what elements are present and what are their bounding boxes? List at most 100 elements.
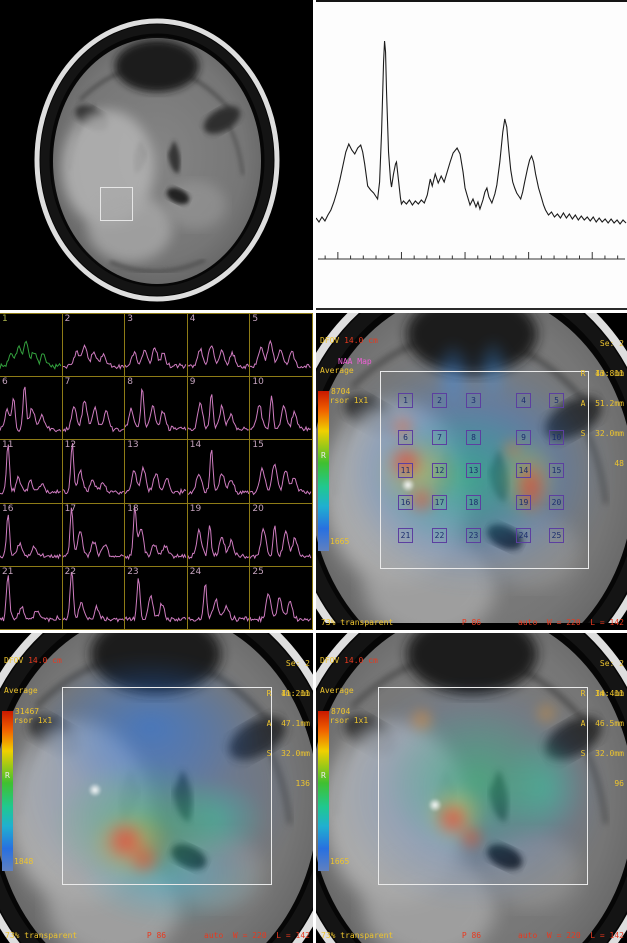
coord-extra: 48 <box>614 459 624 468</box>
series-info: Se: 2 Im: 11 <box>281 639 310 719</box>
orientation-marker-right: R <box>321 771 326 780</box>
mini-spectrum-trace <box>62 571 124 623</box>
voxel-box-3: 3 <box>466 393 481 408</box>
cell-number: 7 <box>64 377 71 388</box>
panel-spectrum <box>316 0 627 310</box>
cell-number: 12 <box>64 440 77 451</box>
coord-s: S 32.0mm <box>580 429 624 438</box>
cursor-coordinates: R 43.8mm A 51.2mm S 32.0mm 48 <box>581 349 624 489</box>
cursor-coordinates: R 41.2mm A 47.1mm S 32.0mm 136 <box>267 669 310 809</box>
dfov-label: DFOV <box>320 336 340 345</box>
spectrum-cell-15: 15 <box>250 440 313 504</box>
coord-r: R 41.2mm <box>266 689 310 698</box>
map-title: NAA Map <box>338 357 372 366</box>
colorbar <box>318 391 329 551</box>
mini-spectrum-trace <box>125 388 187 432</box>
cell-number: 20 <box>252 503 264 514</box>
panel-metabolite-map-3: DFOV 14.0 cm Average Cursor 1x1 Se: 2 Im… <box>316 633 627 943</box>
spectroscopy-roi-box <box>100 187 133 221</box>
dfov-value: 14.0 cm <box>344 656 378 665</box>
mini-spectrum-trace <box>125 505 187 560</box>
mini-spectrum-trace <box>62 443 124 496</box>
cell-number: 16 <box>2 503 14 514</box>
dfov-value: 14.0 cm <box>28 656 62 665</box>
voxel-box-25: 25 <box>549 528 564 543</box>
scan-params: DFOV 14.0 cm Average Cursor 1x1 <box>320 636 378 746</box>
mini-spectrum-trace <box>187 583 250 622</box>
cell-number: 23 <box>127 566 139 577</box>
average-label: Average <box>320 686 354 695</box>
cell-number: 25 <box>252 566 264 577</box>
voxel-box-10: 10 <box>549 430 564 445</box>
cell-number: 22 <box>64 566 77 577</box>
mini-spectrum-trace <box>250 592 312 624</box>
cursor-label: Cursor 1x1 <box>320 396 369 405</box>
cell-number: 24 <box>189 566 202 577</box>
cell-number: 8 <box>127 377 133 388</box>
colorbar-max-value: 8704 <box>331 707 351 716</box>
bright-spot <box>428 798 442 812</box>
series-info: Se: 2 Im: 11 <box>595 319 624 399</box>
spectrum-cell-4: 4 <box>187 314 251 378</box>
spectra-grid: 1 2 3 4 5 6 7 8 9 10 11 12 13 1 <box>0 313 313 630</box>
orientation-marker-right: R <box>5 771 10 780</box>
colorbar <box>2 711 13 871</box>
colorbar <box>318 711 329 871</box>
spectrum-cell-7: 7 <box>62 377 126 441</box>
spectrum-cell-5: 5 <box>250 314 313 378</box>
cell-number: 18 <box>127 503 139 514</box>
series-label: Se: 2 <box>599 339 624 348</box>
voxel-box-16: 16 <box>398 495 413 510</box>
csi-roi-rect <box>380 371 589 569</box>
coord-a: A 51.2mm <box>580 399 624 408</box>
voxel-box-18: 18 <box>466 495 481 510</box>
spectrum-cell-8: 8 <box>125 377 188 441</box>
panel-metabolite-map-2: DFOV 14.0 cm Average Cursor 1x1 Se: 2 Im… <box>0 633 313 943</box>
mini-spectrum-trace <box>125 465 187 497</box>
mini-spectrum-trace <box>125 347 187 369</box>
voxel-box-21: 21 <box>398 528 413 543</box>
spectrum-cell-2: 2 <box>62 314 126 378</box>
spectrum-cell-9: 9 <box>187 377 251 441</box>
spectrum-cell-21: 21 <box>0 566 63 630</box>
mini-spectrum-trace <box>187 525 249 559</box>
voxel-box-24: 24 <box>516 528 531 543</box>
cursor-coordinates: R 34.4mm A 46.5mm S 32.0mm 96 <box>581 669 624 809</box>
spectrum-cell-22: 22 <box>62 566 126 630</box>
mini-spectrum-trace <box>187 450 250 496</box>
mini-spectrum-trace <box>125 578 187 623</box>
colorbar-min-value: 1665 <box>330 537 350 546</box>
cell-number: 9 <box>189 377 196 388</box>
window-level-label: auto W = 220 L = 142 <box>518 931 624 940</box>
dfov-value: 14.0 cm <box>344 336 378 345</box>
spectrum-cell-10: 10 <box>250 377 313 441</box>
voxel-box-13: 13 <box>466 463 481 478</box>
spectrum-cell-20: 20 <box>250 503 313 567</box>
coord-r: R 43.8mm <box>580 369 624 378</box>
mini-spectrum-trace <box>0 444 61 495</box>
image-label: Im: 11 <box>595 689 624 698</box>
mini-spectrum-trace <box>187 345 250 370</box>
mini-spectrum-trace <box>0 575 61 623</box>
window-level-label: auto W = 220 L = 142 <box>518 618 624 627</box>
mini-spectrum-trace <box>0 386 62 433</box>
voxel-box-5: 5 <box>549 393 564 408</box>
spectrum-cell-25: 25 <box>250 566 313 630</box>
cell-number: 11 <box>2 440 14 451</box>
image-label: Im: 11 <box>281 689 310 698</box>
panel-naa-map: 1 2 3 4 5 6 7 8 9 10 11 12 13 14 15 16 17 18 19 20 21 22 23 24 2… <box>316 313 627 630</box>
mini-spectrum-trace <box>250 525 312 559</box>
average-label: Average <box>4 686 38 695</box>
voxel-box-4: 4 <box>516 393 531 408</box>
window-level-label: auto W = 220 L = 142 <box>204 931 310 940</box>
voxel-box-22: 22 <box>432 528 447 543</box>
posterior-marker: P 86 <box>461 618 482 627</box>
coord-extra: 96 <box>614 779 624 788</box>
voxel-box-17: 17 <box>432 495 447 510</box>
transparency-label: 73% transparent <box>321 618 394 627</box>
colorbar-max-value: 8704 <box>331 387 351 396</box>
cell-number: 21 <box>2 566 14 577</box>
spectrum-plot <box>316 40 627 260</box>
cell-number: 19 <box>189 503 202 514</box>
